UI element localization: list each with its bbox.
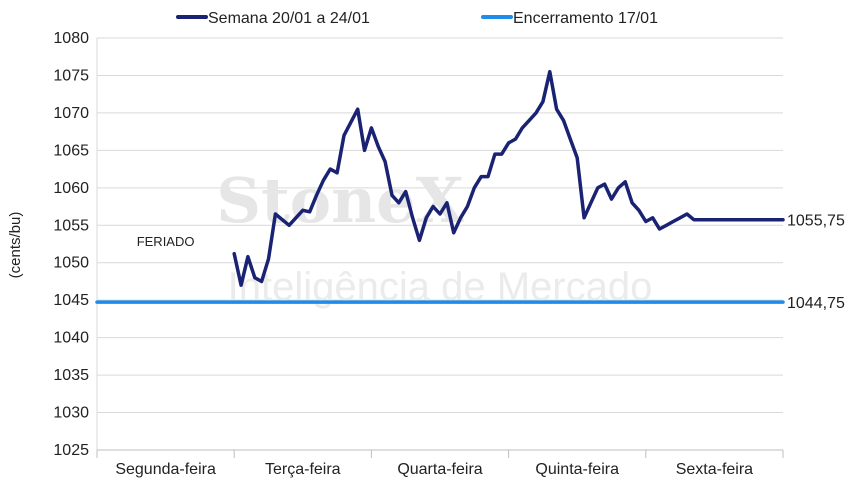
- legend: Semana 20/01 a 24/01 Encerramento 17/01: [176, 10, 658, 27]
- y-tick-label: 1075: [53, 67, 89, 84]
- series-line-1: [232, 69, 785, 287]
- legend-label-2: Encerramento 17/01: [513, 10, 658, 27]
- y-tick-label: 1035: [53, 367, 89, 384]
- y-tick-label: 1040: [53, 330, 89, 347]
- watermark-brand: StoneX: [216, 164, 464, 237]
- annotation-label: FERIADO: [137, 234, 195, 249]
- end-labels: 1055,75 1044,75: [787, 213, 845, 312]
- y-tick-label: 1080: [53, 30, 89, 47]
- x-tick-label: Segunda-feira: [115, 461, 216, 478]
- x-tick-label: Sexta-feira: [676, 461, 753, 478]
- axes: [96, 38, 784, 458]
- watermark: StoneX Inteligência de Mercado: [216, 164, 652, 309]
- legend-label-1: Semana 20/01 a 24/01: [208, 10, 370, 27]
- y-tick-label: 1030: [53, 405, 89, 422]
- y-axis-label: (cents/bu): [7, 212, 24, 279]
- x-tick-label: Quinta-feira: [535, 461, 619, 478]
- y-tick-label: 1055: [53, 217, 89, 234]
- y-tick-label: 1025: [53, 442, 89, 459]
- y-tick-labels: 1025 1030 1035 1040 1045 1050 1055 1060 1065 1070…: [53, 30, 89, 459]
- y-tick-label: 1065: [53, 142, 89, 159]
- series-lines: [95, 69, 785, 304]
- series-end-label-2: 1044,75: [787, 295, 845, 312]
- annotations: FERIADO: [137, 234, 195, 249]
- y-tick-label: 1070: [53, 105, 89, 122]
- x-tick-label: Quarta-feira: [397, 461, 482, 478]
- x-tick-label: Terça-feira: [265, 461, 341, 478]
- x-tick-labels: Segunda-feira Terça-feira Quarta-feira Quin…: [115, 461, 753, 478]
- y-tick-label: 1045: [53, 292, 89, 309]
- gridlines: [97, 37, 783, 414]
- series-end-label-1: 1055,75: [787, 213, 845, 230]
- y-tick-label: 1060: [53, 180, 89, 197]
- y-tick-label: 1050: [53, 255, 89, 272]
